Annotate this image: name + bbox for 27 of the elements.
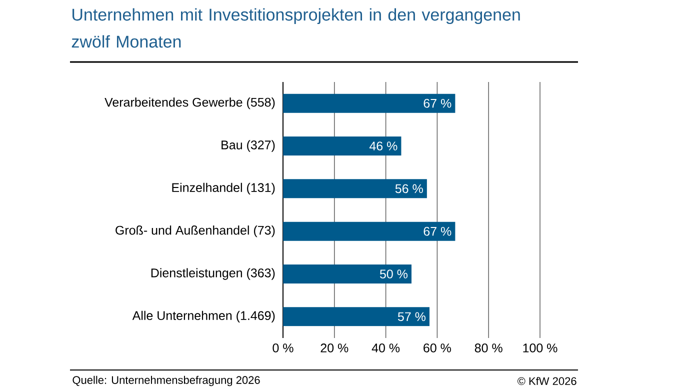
- y-tick-label: Einzelhandel (131): [172, 182, 275, 194]
- x-tick-label: 80 %: [474, 344, 502, 352]
- source-note: Quelle: Unternehmensbefragung 2026: [72, 376, 260, 386]
- x-tick-label: 0 %: [272, 344, 294, 352]
- data-label: 67 %: [424, 98, 452, 108]
- x-tick-label: 20 %: [320, 344, 348, 352]
- bar: [283, 94, 456, 113]
- text: © KfW 2026: [518, 376, 576, 386]
- x-tick-label: 60 %: [424, 344, 451, 352]
- y-tick-label: Bau (327): [222, 140, 275, 152]
- data-label: 57 %: [398, 312, 426, 322]
- bar: [283, 307, 430, 326]
- bar: [283, 136, 402, 156]
- data-label: 50 %: [380, 270, 408, 278]
- data-label: 46 %: [369, 142, 398, 150]
- x-tick-label: 100 %: [523, 344, 558, 352]
- y-tick-label: Dienstleistungen (363): [151, 268, 275, 280]
- y-tick-label: Verarbeitendes Gewerbe (558): [104, 98, 275, 110]
- bar: [283, 222, 456, 241]
- bar: [283, 179, 427, 198]
- data-label: 67 %: [424, 226, 452, 236]
- y-tick-label: Alle Unternehmen (1.469): [132, 310, 275, 322]
- y-tick-label: Groß- und Außenhandel (73): [116, 226, 275, 238]
- chart-title: Unternehmen mit Investitionsprojekten in den vergangenen zwölf Monaten: [72, 8, 520, 48]
- bar: [283, 264, 412, 284]
- x-tick-label: 40 %: [372, 344, 400, 352]
- data-label: 56 %: [395, 184, 423, 194]
